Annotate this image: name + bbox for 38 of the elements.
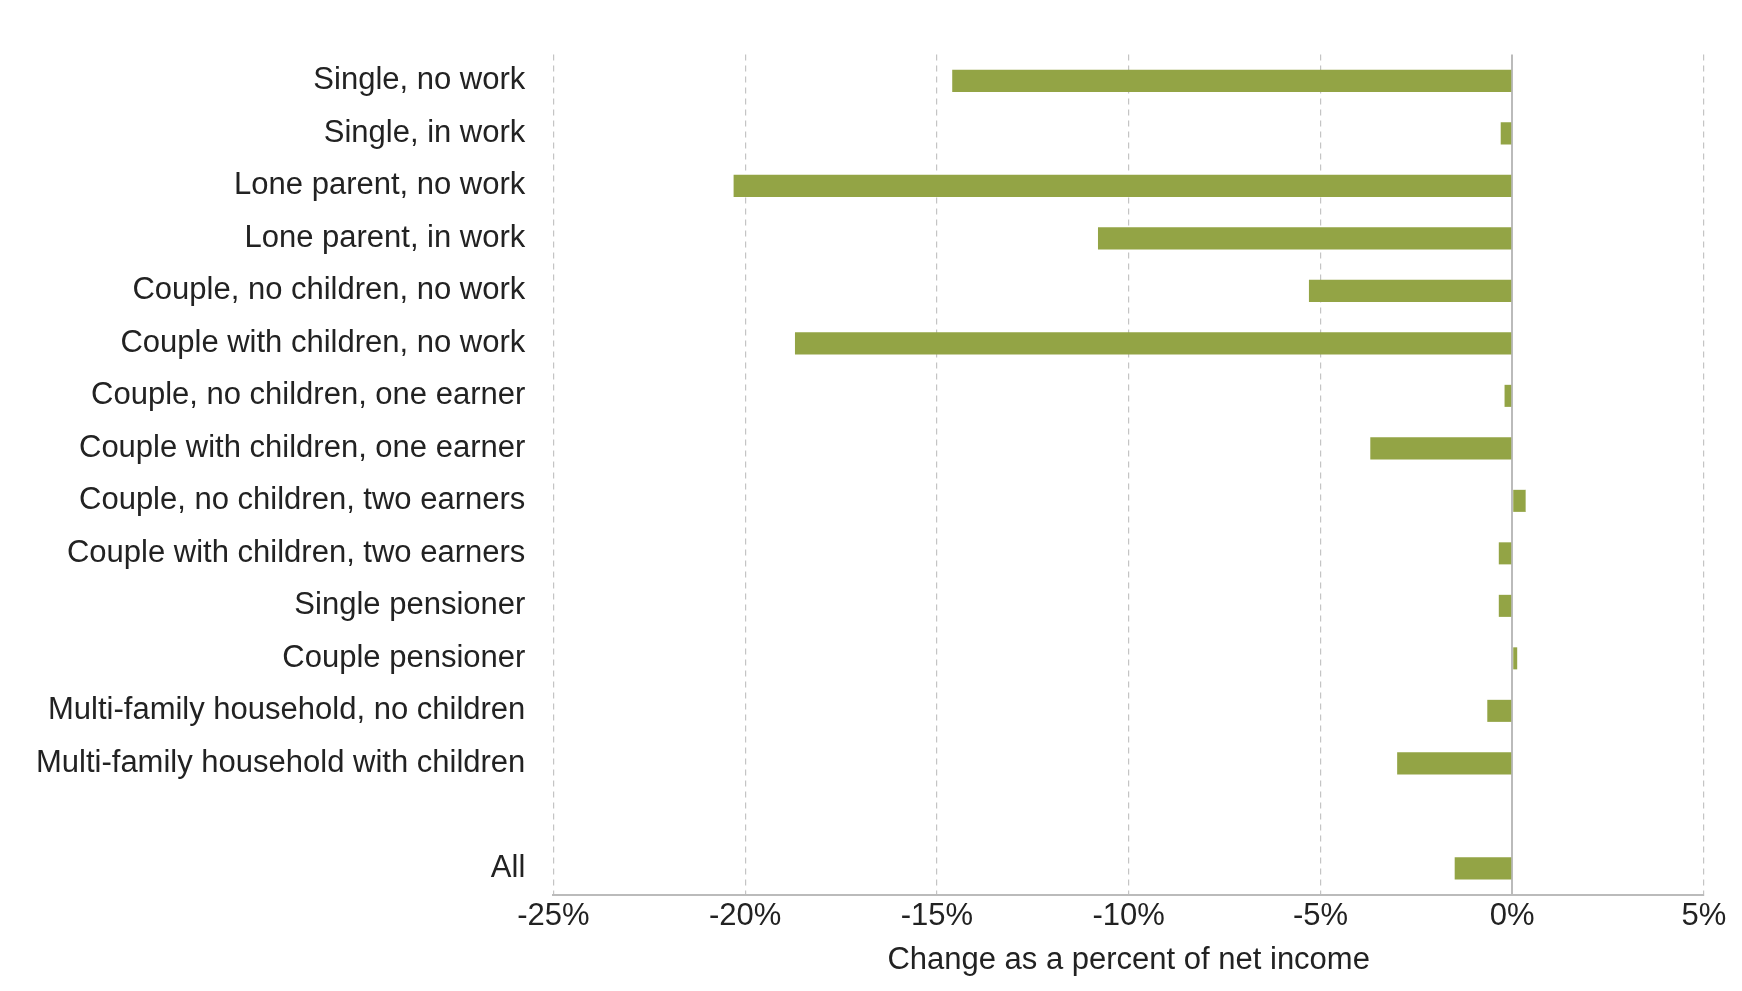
y-tick-label: Couple, no children, no work xyxy=(132,271,526,307)
bar xyxy=(1397,752,1512,775)
x-tick-label: 5% xyxy=(1681,896,1727,932)
y-tick-label: Multi-family household, no children xyxy=(48,691,526,727)
y-tick-label: Couple, no children, one earner xyxy=(91,376,526,412)
bar xyxy=(1500,122,1512,145)
y-tick-label: Couple with children, one earner xyxy=(79,428,526,464)
bar xyxy=(1513,647,1518,670)
y-tick-label: Single, no work xyxy=(313,61,526,97)
bar xyxy=(1308,279,1512,302)
x-tick-label: -5% xyxy=(1292,896,1349,932)
y-tick-label: Single pensioner xyxy=(294,586,526,622)
y-tick-label: Couple pensioner xyxy=(282,638,526,674)
bar xyxy=(733,174,1512,197)
bar xyxy=(1498,594,1512,617)
bar xyxy=(1504,384,1512,407)
x-tick-label: 0% xyxy=(1489,896,1535,932)
x-tick-label: -20% xyxy=(708,896,782,932)
y-tick-label: Lone parent, no work xyxy=(234,166,526,202)
bar xyxy=(794,332,1512,355)
y-tick-label: Multi-family household with children xyxy=(36,743,526,779)
bar xyxy=(1487,699,1512,722)
bar xyxy=(1454,857,1512,880)
bar xyxy=(952,69,1512,92)
bar xyxy=(1370,437,1512,460)
x-tick-label: -10% xyxy=(1092,896,1165,932)
bar xyxy=(1097,227,1512,250)
y-tick-label: All xyxy=(490,848,526,884)
x-axis-title: Change as a percent of net income xyxy=(887,940,1370,976)
x-tick-label: -25% xyxy=(517,896,590,932)
y-tick-label: Couple, no children, two earners xyxy=(79,481,526,517)
bar xyxy=(1513,489,1526,512)
y-tick-label: Couple with children, two earners xyxy=(66,533,526,569)
y-tick-label: Single, in work xyxy=(323,113,526,149)
y-tick-label: Lone parent, in work xyxy=(244,218,526,254)
y-tick-label: Couple with children, no work xyxy=(120,323,526,359)
x-tick-label: -15% xyxy=(900,896,974,932)
bar xyxy=(1498,542,1512,565)
